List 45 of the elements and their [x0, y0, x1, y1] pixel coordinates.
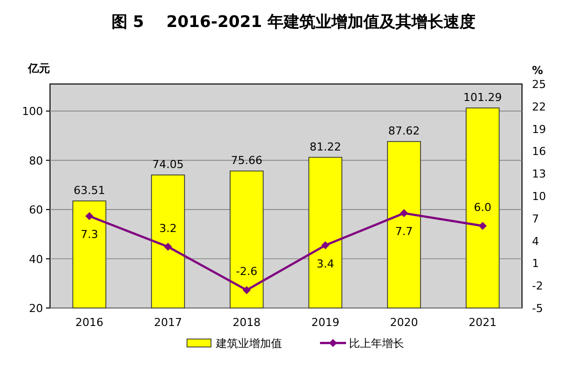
x-tick-label: 2021 [468, 316, 497, 329]
data-label: 101.29 [463, 90, 502, 104]
y2-tick-label: 4 [532, 234, 539, 248]
y-tick-label: 40 [29, 252, 43, 266]
y2-tick-label: 13 [532, 168, 546, 181]
point [85, 212, 94, 220]
data-label: 7.7 [395, 225, 413, 238]
y-tick-label: 60 [29, 204, 43, 217]
x-tick-label: 2016 [75, 316, 104, 329]
y2-tick-label: 16 [532, 145, 546, 158]
y2-tick-label: 19 [532, 122, 546, 136]
y2-tick-label: 22 [532, 100, 546, 114]
y2-tick-label: 1 [532, 257, 539, 270]
y2-tick-label: 10 [532, 190, 546, 203]
data-label: 3.4 [316, 257, 334, 270]
point [164, 242, 172, 251]
y-tick-label: 80 [29, 154, 43, 168]
point [242, 286, 251, 294]
x-tick-label: 2019 [311, 316, 340, 329]
data-label: 3.2 [159, 222, 177, 235]
point [321, 241, 330, 250]
y2-tick-label: -2 [532, 280, 543, 293]
data-label: 75.66 [230, 154, 262, 167]
y2-tick-label: -5 [532, 302, 543, 315]
point [478, 222, 487, 230]
x-tick-label: 2018 [232, 316, 261, 329]
y-axis-title: 亿元 [27, 62, 50, 75]
data-label: 74.05 [152, 158, 184, 171]
data-label: 81.22 [310, 140, 342, 154]
point [400, 209, 408, 218]
y-tick-label: 100 [22, 105, 43, 118]
data-label: 63.51 [74, 184, 106, 197]
x-tick-label: 2020 [390, 316, 418, 329]
data-label: 87.62 [388, 124, 420, 138]
y2-tick-label: 7 [532, 212, 539, 226]
x-tick-label: 2017 [154, 316, 182, 329]
data-label: 6.0 [474, 200, 492, 214]
data-label: -2.6 [236, 265, 258, 278]
y2-tick-label: 25 [532, 78, 546, 91]
chart-title: 图 5 2016-2021 年建筑业增加值及其增长速度 [111, 12, 476, 31]
data-label: 7.3 [80, 228, 98, 242]
y2-axis-title: % [532, 64, 544, 77]
legend-label: 比上年增长 [349, 337, 404, 350]
legend-label: 建筑业增加值 [215, 337, 282, 350]
y-tick-label: 20 [29, 302, 43, 315]
